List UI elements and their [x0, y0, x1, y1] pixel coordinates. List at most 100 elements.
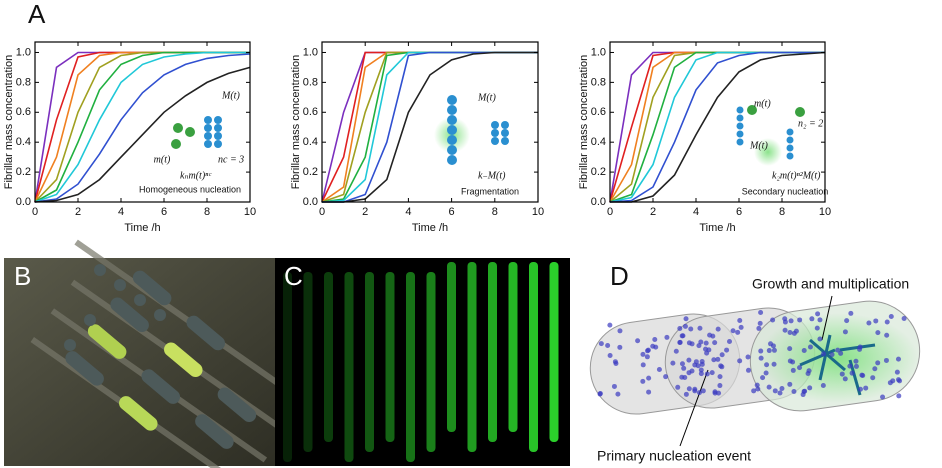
y-tick-label: 0.2	[16, 166, 31, 178]
monomer-dot	[814, 325, 820, 331]
inset-math: M(t)	[477, 92, 496, 103]
monomer-dot	[760, 375, 766, 381]
monomer-dot	[745, 367, 751, 373]
x-tick-label: 0	[32, 206, 38, 218]
monomer-dot	[737, 318, 743, 324]
channel-glow	[303, 272, 313, 452]
y-tick-label: 0.6	[591, 106, 606, 118]
monomer-dot	[635, 338, 641, 344]
x-tick-label: 6	[161, 206, 167, 218]
monomer-dot	[866, 320, 872, 326]
series-line	[610, 51, 826, 203]
monomer-dot	[766, 348, 772, 354]
monomer-dot	[772, 388, 778, 394]
panel-c-image	[275, 258, 570, 466]
monomer-dot	[884, 319, 890, 325]
monomer-dot	[727, 339, 733, 345]
monomer-dot	[817, 317, 823, 323]
monomer-dot	[847, 363, 853, 369]
monomer-dot	[863, 385, 869, 391]
monomer-dot	[875, 330, 881, 336]
monomer-dot	[715, 326, 721, 332]
monomer-dot	[717, 383, 723, 389]
monomer-dot	[838, 350, 844, 356]
x-tick-label: 8	[779, 206, 785, 218]
monomer-dot	[677, 339, 683, 345]
monomer-dot	[883, 357, 889, 363]
monomer-dot	[598, 341, 604, 347]
x-axis-label: Time /h	[412, 222, 448, 234]
channel-glow	[488, 262, 497, 442]
monomer-dot	[797, 365, 803, 371]
monomer-dot	[820, 383, 826, 389]
channel-glow	[324, 272, 333, 442]
inset-caption: Homogeneous nucleation	[139, 184, 241, 194]
channel-glow	[508, 262, 518, 432]
y-tick-label: 0.8	[16, 76, 31, 88]
monomer-dot	[763, 370, 769, 376]
monomer-dot	[664, 334, 670, 340]
y-tick-label: 0.2	[591, 166, 606, 178]
y-tick-label: 1.0	[16, 46, 31, 58]
y-tick-label: 0.4	[591, 136, 606, 148]
y-tick-label: 1.0	[303, 46, 318, 58]
monomer-dot	[782, 319, 788, 325]
inset-math: k₂m(t)ⁿ²M(t)	[772, 170, 821, 181]
monomer-dot	[754, 382, 760, 388]
monomer-dot	[698, 371, 704, 377]
monomer-dot	[703, 346, 709, 352]
monomer-dot	[738, 324, 744, 330]
monomer-dot	[842, 376, 848, 382]
monomer-dot	[777, 390, 783, 396]
monomer-dot	[675, 384, 681, 390]
monomer-dot	[735, 329, 741, 335]
monomer-dot	[730, 328, 736, 334]
monomer-dot	[656, 366, 662, 372]
monomer-dot	[617, 344, 623, 350]
panel-b-image: B	[4, 239, 291, 468]
monomer-dot	[715, 356, 721, 362]
monomer-dot	[611, 383, 617, 389]
monomer-dot	[615, 391, 621, 397]
channel-glow	[426, 272, 436, 452]
x-tick-label: 10	[819, 206, 831, 218]
monomer-dot	[681, 365, 687, 371]
series-line	[34, 66, 251, 203]
monomer-dot	[802, 388, 808, 394]
monomer-dot	[724, 347, 730, 353]
monomer-dot	[849, 370, 855, 376]
monomer-dot	[612, 359, 618, 365]
monomer-dot	[787, 329, 793, 335]
y-tick-label: 0.4	[16, 136, 31, 148]
series-line	[609, 51, 825, 203]
y-axis-label: Fibrillar mass concentration	[3, 55, 15, 190]
y-axis-label: Fibrillar mass concentration	[290, 55, 302, 190]
monomer-dot	[801, 348, 807, 354]
monomer-dot	[771, 347, 777, 353]
x-tick-label: 10	[532, 206, 544, 218]
monomer-dot	[844, 318, 850, 324]
monomer-dot	[711, 357, 717, 363]
channel-glow	[529, 262, 538, 452]
panel-letter: B	[14, 261, 31, 291]
y-tick-label: 0.0	[303, 196, 318, 208]
monomer-dot	[756, 325, 762, 331]
channel-glow	[283, 272, 292, 462]
monomer-dot	[682, 375, 688, 381]
monomer-dot	[807, 385, 813, 391]
panel-d-illustration	[589, 295, 921, 447]
monomer-dot	[645, 348, 651, 354]
monomer-dot	[698, 367, 704, 373]
monomer-dot	[682, 323, 688, 329]
monomer-dot	[870, 375, 876, 381]
monomer-dot	[853, 363, 859, 369]
monomer-dot	[842, 329, 848, 335]
x-axis-label: Time /h	[124, 222, 160, 234]
monomer-dot	[646, 375, 652, 381]
monomer-dot	[848, 310, 854, 316]
x-tick-label: 2	[650, 206, 656, 218]
x-tick-label: 2	[362, 206, 368, 218]
monomer-dot	[646, 389, 652, 395]
x-tick-label: 4	[405, 206, 411, 218]
